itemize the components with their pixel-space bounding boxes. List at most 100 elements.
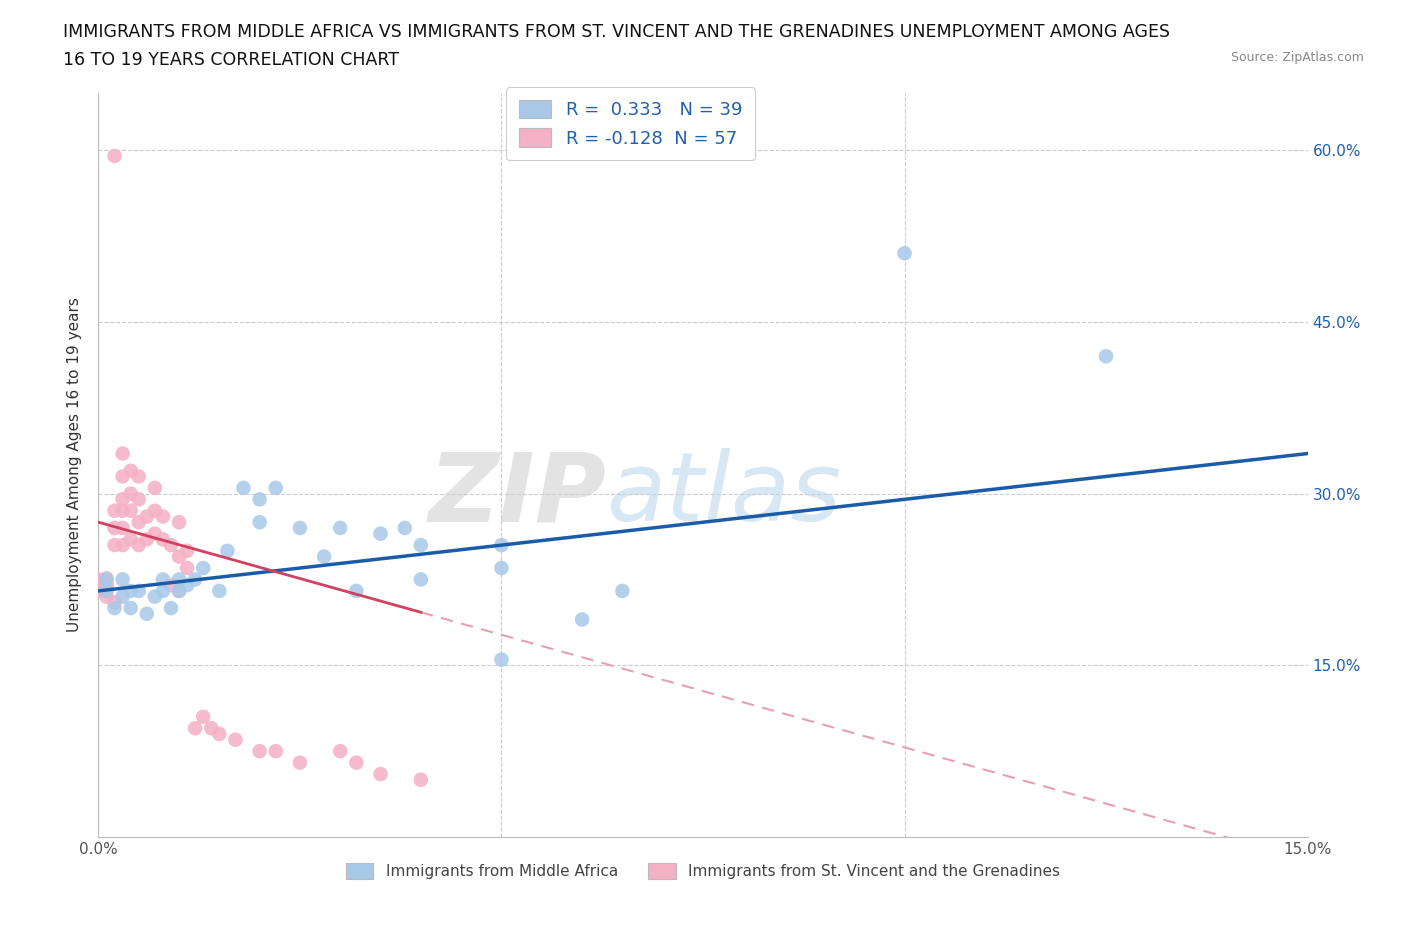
Point <box>571 612 593 627</box>
Point <box>409 538 432 552</box>
Point <box>103 601 125 616</box>
Point <box>152 572 174 587</box>
Point <box>111 503 134 518</box>
Point <box>96 571 118 586</box>
Point <box>143 590 166 604</box>
Point <box>370 766 392 781</box>
Point <box>87 572 110 587</box>
Point <box>152 532 174 547</box>
Text: ZIP: ZIP <box>429 448 606 541</box>
Point <box>135 606 157 621</box>
Point <box>288 755 311 770</box>
Point <box>160 578 183 592</box>
Point <box>249 744 271 759</box>
Point <box>111 572 134 587</box>
Point <box>491 652 513 667</box>
Point <box>394 521 416 536</box>
Point <box>167 549 190 564</box>
Point <box>103 595 125 610</box>
Point <box>96 583 118 598</box>
Point <box>128 492 150 507</box>
Text: IMMIGRANTS FROM MIDDLE AFRICA VS IMMIGRANTS FROM ST. VINCENT AND THE GRENADINES : IMMIGRANTS FROM MIDDLE AFRICA VS IMMIGRA… <box>63 23 1170 41</box>
Point <box>143 526 166 541</box>
Point <box>288 521 311 536</box>
Point <box>409 572 432 587</box>
Text: Source: ZipAtlas.com: Source: ZipAtlas.com <box>1230 51 1364 64</box>
Point <box>135 509 157 524</box>
Point <box>120 486 142 501</box>
Point <box>893 246 915 260</box>
Point <box>96 580 118 595</box>
Point <box>314 549 336 564</box>
Legend: Immigrants from Middle Africa, Immigrants from St. Vincent and the Grenadines: Immigrants from Middle Africa, Immigrant… <box>340 857 1066 885</box>
Point <box>344 755 367 770</box>
Point <box>160 538 183 552</box>
Point <box>111 446 134 461</box>
Point <box>143 503 166 518</box>
Point <box>103 503 125 518</box>
Point <box>193 710 215 724</box>
Point <box>128 583 150 598</box>
Point <box>160 601 183 616</box>
Point <box>152 583 174 598</box>
Point <box>87 583 110 598</box>
Point <box>111 492 134 507</box>
Y-axis label: Unemployment Among Ages 16 to 19 years: Unemployment Among Ages 16 to 19 years <box>67 298 83 632</box>
Point <box>120 503 142 518</box>
Point <box>111 590 134 604</box>
Point <box>249 515 271 530</box>
Point <box>167 572 190 587</box>
Point <box>264 744 287 759</box>
Point <box>128 469 150 484</box>
Point <box>143 481 166 496</box>
Point <box>128 515 150 530</box>
Text: 16 TO 19 YEARS CORRELATION CHART: 16 TO 19 YEARS CORRELATION CHART <box>63 51 399 69</box>
Point <box>96 576 118 591</box>
Point <box>329 744 352 759</box>
Point <box>344 583 367 598</box>
Point <box>176 578 198 592</box>
Point <box>167 515 190 530</box>
Point <box>111 469 134 484</box>
Point <box>1095 349 1118 364</box>
Point <box>128 538 150 552</box>
Point <box>409 772 432 787</box>
Point <box>208 726 231 741</box>
Point <box>96 583 118 598</box>
Point <box>111 538 134 552</box>
Point <box>249 492 271 507</box>
Point <box>184 721 207 736</box>
Point <box>232 481 254 496</box>
Point <box>370 526 392 541</box>
Point <box>184 572 207 587</box>
Point <box>96 572 118 587</box>
Point <box>103 538 125 552</box>
Point <box>103 149 125 164</box>
Point <box>491 538 513 552</box>
Point <box>135 532 157 547</box>
Point <box>612 583 634 598</box>
Point <box>329 521 352 536</box>
Point <box>491 561 513 576</box>
Point <box>167 583 190 598</box>
Point <box>217 543 239 558</box>
Point <box>176 543 198 558</box>
Text: atlas: atlas <box>606 448 841 541</box>
Point <box>193 561 215 576</box>
Point <box>120 601 142 616</box>
Point <box>176 561 198 576</box>
Point <box>103 521 125 536</box>
Point <box>167 583 190 598</box>
Point <box>152 509 174 524</box>
Point <box>96 590 118 604</box>
Point <box>96 578 118 592</box>
Point <box>111 521 134 536</box>
Point <box>87 583 110 598</box>
Point <box>87 578 110 592</box>
Point <box>208 583 231 598</box>
Point <box>120 532 142 547</box>
Point <box>120 583 142 598</box>
Point <box>200 721 222 736</box>
Point <box>87 583 110 598</box>
Point <box>264 481 287 496</box>
